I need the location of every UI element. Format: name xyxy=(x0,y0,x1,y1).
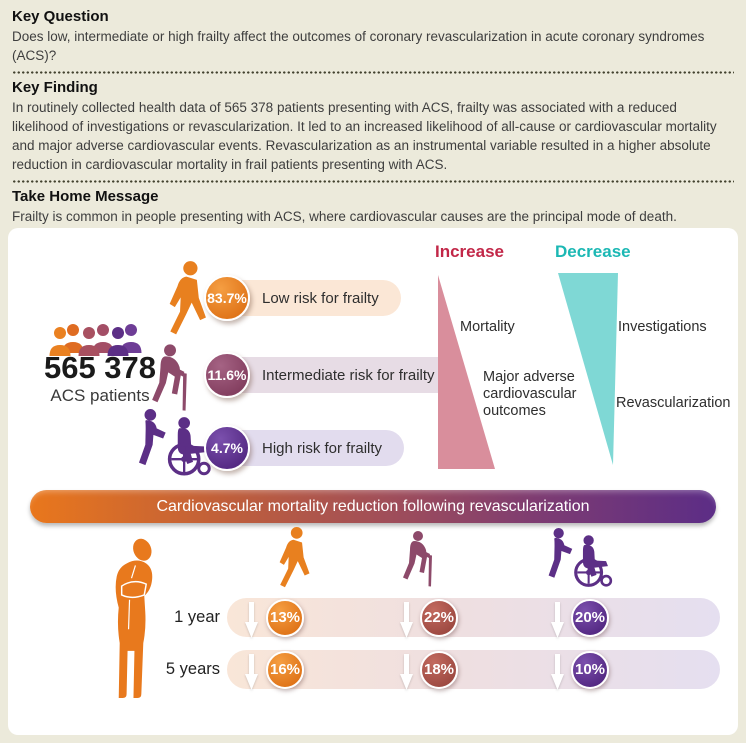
down-arrow-icon xyxy=(551,602,564,638)
dotted-divider xyxy=(12,180,734,183)
risk-percent-badge: 11.6% xyxy=(204,352,250,398)
down-arrow-icon xyxy=(245,654,258,690)
key-finding-text: In routinely collected health data of 56… xyxy=(12,100,717,172)
reduction-badge: 16% xyxy=(266,650,304,689)
elderly-cane-icon xyxy=(398,529,448,591)
risk-label: Low risk for frailty xyxy=(220,280,401,316)
risk-row-high: 4.7% High risk for frailty xyxy=(204,425,405,471)
patient-count-label: ACS patients xyxy=(50,386,150,405)
reduction-badge: 10% xyxy=(571,650,609,689)
take-home-title: Take Home Message xyxy=(12,188,159,205)
reduction-badge: 20% xyxy=(571,598,609,637)
decrease-item-investigations: Investigations xyxy=(618,319,707,335)
reduction-badge: 13% xyxy=(266,598,304,637)
down-arrow-icon xyxy=(551,654,564,690)
key-question-title: Key Question xyxy=(12,8,109,25)
reduction-row-1: 13% 22% 20% xyxy=(227,598,720,638)
dotted-divider xyxy=(12,71,734,74)
risk-label: High risk for frailty xyxy=(220,430,405,466)
row-label-5-years: 5 years xyxy=(165,660,220,678)
patient-count: 565 378 xyxy=(43,350,157,385)
key-question-text: Does low, intermediate or high frailty a… xyxy=(12,29,705,63)
decrease-triangle xyxy=(558,273,618,465)
infographic-panel: 565 378 ACS patients 83.7% Low risk for … xyxy=(8,228,738,735)
risk-percent-badge: 4.7% xyxy=(204,425,250,471)
decrease-item-revascularization: Revascularization xyxy=(616,395,731,411)
risk-row-low: 83.7% Low risk for frailty xyxy=(204,275,401,321)
reduction-badge: 18% xyxy=(420,650,458,689)
down-arrow-icon xyxy=(400,602,413,638)
wheelchair-icon xyxy=(545,528,624,590)
increase-triangle xyxy=(438,275,495,469)
banner: Cardiovascular mortality reduction follo… xyxy=(30,490,716,523)
increase-item-mortality: Mortality xyxy=(460,319,515,335)
reduction-badge: 22% xyxy=(420,598,458,637)
risk-row-intermediate: 11.6% Intermediate risk for frailty xyxy=(204,352,457,398)
banner-text: Cardiovascular mortality reduction follo… xyxy=(156,497,590,515)
increase-item-mace: Major adverse cardiovascular outcomes xyxy=(483,369,577,419)
down-arrow-icon xyxy=(245,602,258,638)
risk-percent-badge: 83.7% xyxy=(204,275,250,321)
down-arrow-icon xyxy=(400,654,413,690)
risk-label: Intermediate risk for frailty xyxy=(220,357,457,393)
row-label-1-year: 1 year xyxy=(174,608,220,626)
abstract-header: Key Question Does low, intermediate or h… xyxy=(0,0,746,264)
walking-person-icon xyxy=(270,527,317,591)
reduction-row-2: 16% 18% 10% xyxy=(227,650,720,690)
key-finding-title: Key Finding xyxy=(12,79,98,96)
decrease-title: Decrease xyxy=(555,242,631,261)
elderly-cane-icon xyxy=(146,342,206,416)
increase-title: Increase xyxy=(435,242,504,261)
